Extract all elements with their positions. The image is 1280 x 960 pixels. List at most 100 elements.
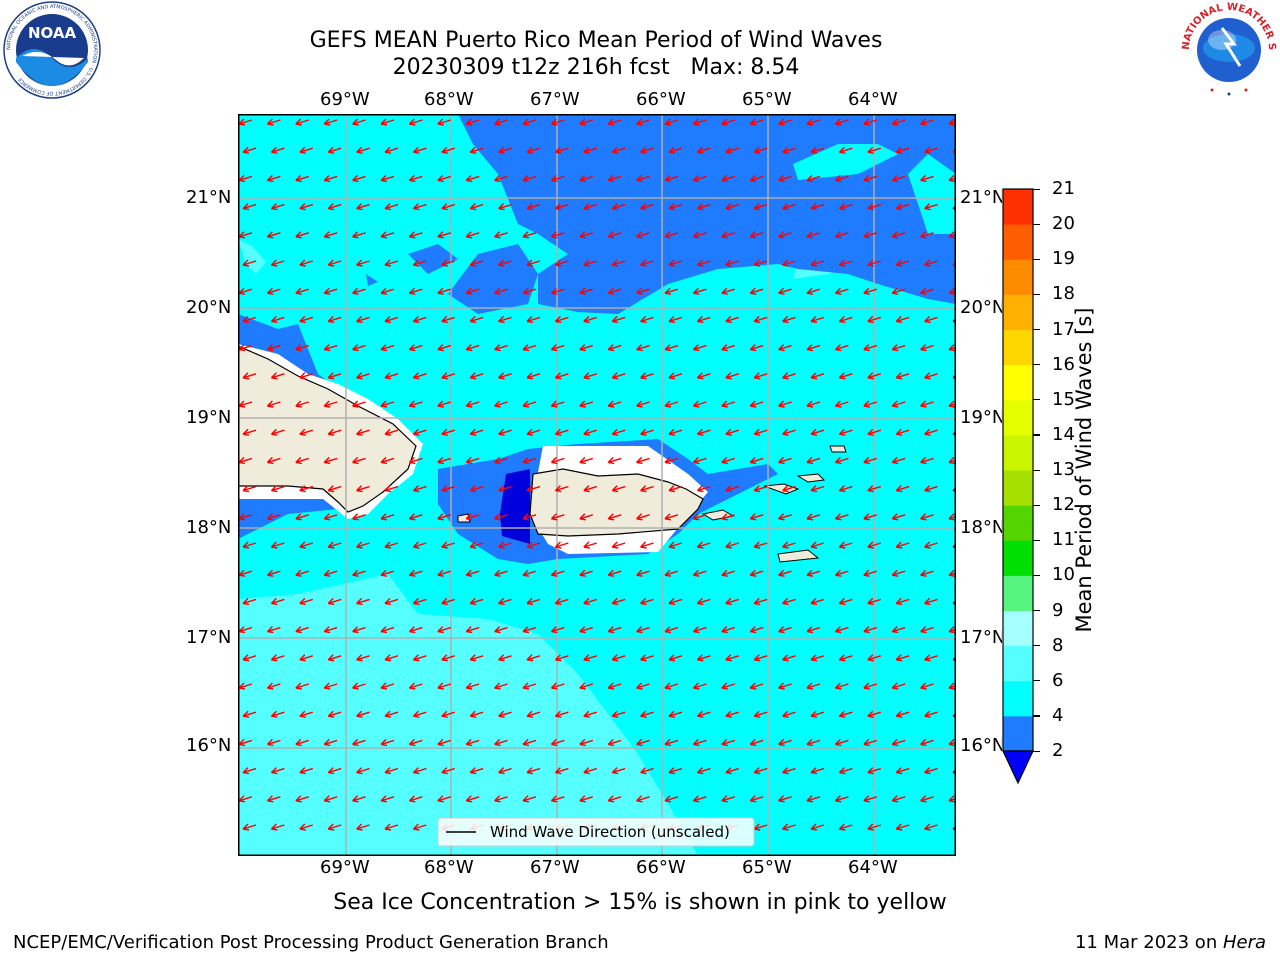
wind-arrow [664,118,679,126]
wind-arrow [437,174,452,183]
wind-arrow [498,710,512,718]
wind-arrow [753,146,768,154]
wind-arrow [810,146,825,154]
wind-arrow [327,710,342,718]
colorbar-segment [1003,470,1033,506]
wind-arrow [384,372,399,380]
wind-arrow [838,203,853,211]
wind-arrow [526,203,541,211]
wind-arrow [352,456,366,465]
wind-arrow [327,654,342,662]
wind-arrow [948,400,955,408]
wind-arrow [299,654,314,662]
wind-arrow [408,344,423,352]
wind-arrow [834,795,849,803]
wind-arrow [323,231,338,239]
wind-arrow [806,456,821,465]
wind-arrow [352,400,366,408]
wind-arrow [782,203,796,211]
wind-arrow [640,597,654,606]
wind-arrow [384,428,399,436]
wind-arrow [696,541,711,549]
wind-arrow [352,231,366,239]
lat-label-left: 20°N [186,297,232,318]
wind-arrow [465,626,480,634]
colorbar-tick-mark [1033,293,1040,296]
wind-arrow [834,174,849,183]
wind-arrow [640,485,654,493]
wind-arrow [834,400,849,408]
wind-arrow [692,174,707,183]
wind-arrow [469,315,484,324]
wind-arrow [834,287,849,295]
wind-arrow [867,485,882,493]
wind-arrow [299,710,314,718]
wind-arrow [579,795,594,803]
wind-arrow [664,174,679,183]
wind-arrow [380,682,395,690]
wind-arrow [782,259,796,267]
wind-arrow [749,795,764,803]
wind-arrow [384,315,399,324]
wind-arrow [526,597,541,606]
wind-arrow [408,682,423,690]
wind-arrow [725,259,740,267]
colorbar-tick-mark [1033,680,1040,682]
wind-arrow [920,231,934,239]
wind-arrow [806,682,821,690]
wind-arrow [408,795,423,803]
wind-arrow [838,541,853,549]
wind-arrow [384,597,399,606]
wind-arrow [863,400,878,408]
wind-arrow [753,315,768,324]
wind-arrow [920,738,934,747]
wind-arrow [526,541,541,549]
wind-arrow [437,118,452,126]
wind-arrow [494,456,508,465]
wind-arrow [924,767,938,775]
lat-label-right: 16°N [960,735,1006,756]
wind-arrow [327,372,342,380]
wind-arrow [636,400,650,408]
wind-arrow [266,287,281,295]
wind-arrow [554,203,569,211]
wind-arrow [668,259,683,267]
wind-arrow [749,400,764,408]
wind-arrow [778,456,792,465]
wind-arrow [266,231,281,239]
wind-arrow [891,400,906,408]
wind-arrow [323,287,338,295]
wind-arrow [356,259,370,267]
wind-arrow [522,400,537,408]
wind-arrow [266,569,281,577]
wind-arrow [412,541,427,549]
wind-arrow [494,231,508,239]
wind-arrow [323,400,338,408]
wind-arrow [352,569,366,577]
wind-arrow [323,738,338,747]
wind-arrow [891,231,906,239]
lat-label-left: 19°N [186,407,232,428]
wind-arrow [920,569,934,577]
wind-arrow [266,400,281,408]
wind-arrow [498,597,512,606]
wind-arrow [380,118,395,126]
wind-arrow [810,767,825,775]
graticule [239,115,955,855]
wind-arrow [952,544,955,549]
wind-arrow [924,146,938,154]
wind-arrow [494,344,508,352]
wind-arrow [270,259,285,267]
lat-label-right: 20°N [960,297,1006,318]
wind-arrow [323,569,338,577]
map-svg: Wind Wave Direction (unscaled) [238,114,956,856]
wind-arrow [295,513,310,521]
colorbar-tick-label: 12 [1052,494,1075,516]
wind-arrow [640,203,654,211]
wind-arrow [692,400,707,408]
colorbar-tick-label: 21 [1052,178,1075,199]
wind-arrow [412,372,427,380]
wind-arrow [838,597,853,606]
wind-arrow [867,823,882,831]
wind-arrow [323,682,338,690]
